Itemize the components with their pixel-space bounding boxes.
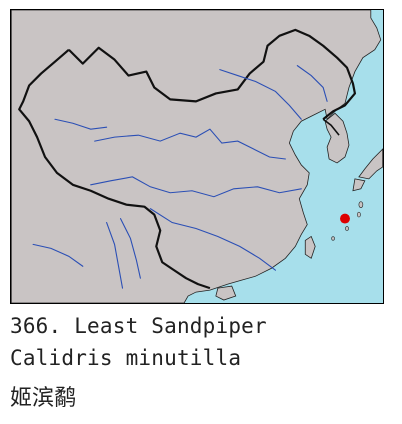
sighting-marker-icon [340, 213, 350, 224]
mainland-landmass [11, 10, 382, 303]
hainan-landmass [215, 285, 237, 301]
korea-border [322, 118, 340, 136]
rivers [32, 65, 328, 289]
species-common-name: 366. Least Sandpiper [10, 314, 267, 338]
island-chain [331, 201, 364, 241]
japan-landmass [352, 148, 383, 192]
map-svg [11, 10, 383, 303]
range-map [10, 9, 384, 304]
species-scientific-name: Calidris minutilla [10, 346, 242, 370]
national-border [18, 28, 357, 290]
taiwan-landmass [304, 235, 316, 259]
species-chinese-name: 姬滨鹬 [10, 386, 77, 411]
